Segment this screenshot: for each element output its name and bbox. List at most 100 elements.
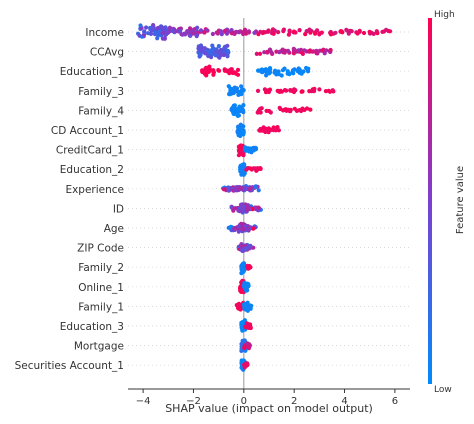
feature-label: Income xyxy=(85,27,124,39)
shap-point xyxy=(271,128,276,133)
shap-point xyxy=(222,67,227,72)
shap-point xyxy=(194,34,199,39)
shap-point xyxy=(255,88,261,93)
shap-point xyxy=(267,71,272,76)
x-tick-label: 4 xyxy=(341,396,347,407)
shap-point xyxy=(256,188,261,193)
shap-point xyxy=(226,185,231,190)
shap-point xyxy=(246,29,251,35)
shap-point xyxy=(242,284,247,289)
shap-point xyxy=(319,30,324,35)
shap-point xyxy=(195,25,200,30)
shap-point xyxy=(239,108,244,113)
shap-point xyxy=(262,50,267,55)
shap-point xyxy=(239,320,244,325)
shap-point xyxy=(252,30,257,35)
shap-point xyxy=(240,124,246,129)
shap-point xyxy=(232,31,237,36)
shap-point xyxy=(239,84,244,89)
shap-point xyxy=(144,25,149,30)
feature-label: Family_1 xyxy=(78,301,124,313)
shap-point xyxy=(276,72,281,77)
shap-point xyxy=(315,28,320,33)
shap-point xyxy=(266,88,271,93)
shap-point xyxy=(178,28,183,33)
x-tick-label: −4 xyxy=(136,396,151,407)
shap-point xyxy=(264,73,269,78)
shap-point xyxy=(242,171,247,176)
shap-point xyxy=(148,25,153,30)
shap-point xyxy=(371,31,376,36)
shap-point xyxy=(248,243,253,248)
shap-point xyxy=(349,29,354,34)
shap-point xyxy=(374,29,379,34)
shap-point xyxy=(238,133,243,139)
shap-point xyxy=(253,184,258,190)
shap-point xyxy=(236,224,242,229)
shap-point xyxy=(271,31,276,36)
shap-point xyxy=(242,280,247,285)
shap-point xyxy=(239,358,244,363)
colorbar-high-label: High xyxy=(434,10,455,20)
shap-point xyxy=(202,69,207,74)
colorbar-gradient xyxy=(428,18,432,384)
feature-label: Age xyxy=(104,223,124,235)
shap-point xyxy=(202,30,207,35)
colorbar: High Low Feature value xyxy=(428,10,466,395)
feature-label: ID xyxy=(113,203,124,215)
shap-point xyxy=(245,281,250,286)
shap-point xyxy=(203,51,208,56)
shap-point xyxy=(291,29,297,34)
shap-point xyxy=(142,29,147,34)
feature-label: Family_2 xyxy=(78,262,124,274)
x-tick-label: 6 xyxy=(392,396,398,407)
shap-point xyxy=(308,107,313,112)
shap-point xyxy=(241,130,246,135)
shap-point xyxy=(245,308,250,313)
shap-point xyxy=(210,47,215,52)
shap-point xyxy=(298,47,304,52)
shap-point xyxy=(276,29,281,35)
x-tick-label: 0 xyxy=(241,396,247,407)
shap-point xyxy=(292,87,297,92)
shap-point xyxy=(154,30,159,36)
shap-point xyxy=(339,29,344,34)
shap-point xyxy=(218,29,224,34)
shap-point xyxy=(287,72,292,77)
shap-point xyxy=(302,48,307,53)
shap-point xyxy=(221,187,226,192)
feature-label: Experience xyxy=(65,184,124,196)
shap-point xyxy=(386,28,391,34)
shap-point xyxy=(300,106,305,111)
shap-point xyxy=(236,107,241,112)
shap-point xyxy=(205,69,210,74)
shap-point xyxy=(138,23,143,28)
x-tick-label: 2 xyxy=(291,396,297,407)
shap-point xyxy=(295,108,300,113)
shap-point xyxy=(242,365,247,370)
shap-point xyxy=(225,48,231,54)
shap-point xyxy=(248,166,253,171)
shap-point xyxy=(155,25,161,31)
shap-point xyxy=(204,73,209,78)
shap-point xyxy=(299,89,304,94)
shap-point xyxy=(243,325,249,330)
shap-point xyxy=(151,24,156,29)
shap-point xyxy=(286,32,291,37)
shap-point xyxy=(265,68,270,73)
shap-point xyxy=(238,164,243,169)
shap-point xyxy=(330,88,335,93)
feature-label: CreditCard_1 xyxy=(56,145,124,157)
shap-point xyxy=(272,28,277,33)
shap-point xyxy=(146,31,151,36)
shap-point xyxy=(238,202,244,207)
shap-point xyxy=(228,224,233,229)
shap-point xyxy=(277,50,282,55)
shap-point xyxy=(257,128,262,133)
shap-point xyxy=(187,26,193,31)
shap-point xyxy=(242,306,247,312)
shap-point xyxy=(210,31,215,37)
shap-point xyxy=(234,88,239,93)
